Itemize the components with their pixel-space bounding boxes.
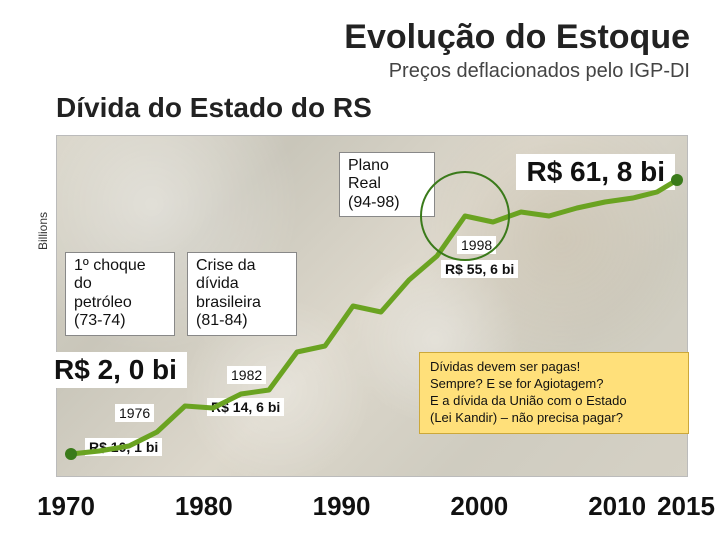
x-tick: 1970 xyxy=(37,491,95,522)
x-tick: 1980 xyxy=(175,491,233,522)
line-chart xyxy=(57,136,687,476)
slide: Evolução do Estoque Preços deflacionados… xyxy=(0,0,720,540)
x-tick: 2010 xyxy=(588,491,646,522)
page-subtitle: Preços deflacionados pelo IGP-DI xyxy=(389,60,690,83)
page-title: Evolução do Estoque xyxy=(344,18,690,57)
x-axis: 197019801990200020102015 xyxy=(56,482,696,522)
chart-area: PlanoReal(94-98) R$ 61, 8 bi 1º choquedo… xyxy=(56,135,688,477)
x-tick: 1990 xyxy=(313,491,371,522)
y-axis-label: Billions xyxy=(36,212,50,250)
x-tick: 2000 xyxy=(450,491,508,522)
x-tick: 2015 xyxy=(657,491,715,522)
section-title: Dívida do Estado do RS xyxy=(56,92,372,124)
data-marker xyxy=(671,174,683,186)
data-marker xyxy=(65,448,77,460)
